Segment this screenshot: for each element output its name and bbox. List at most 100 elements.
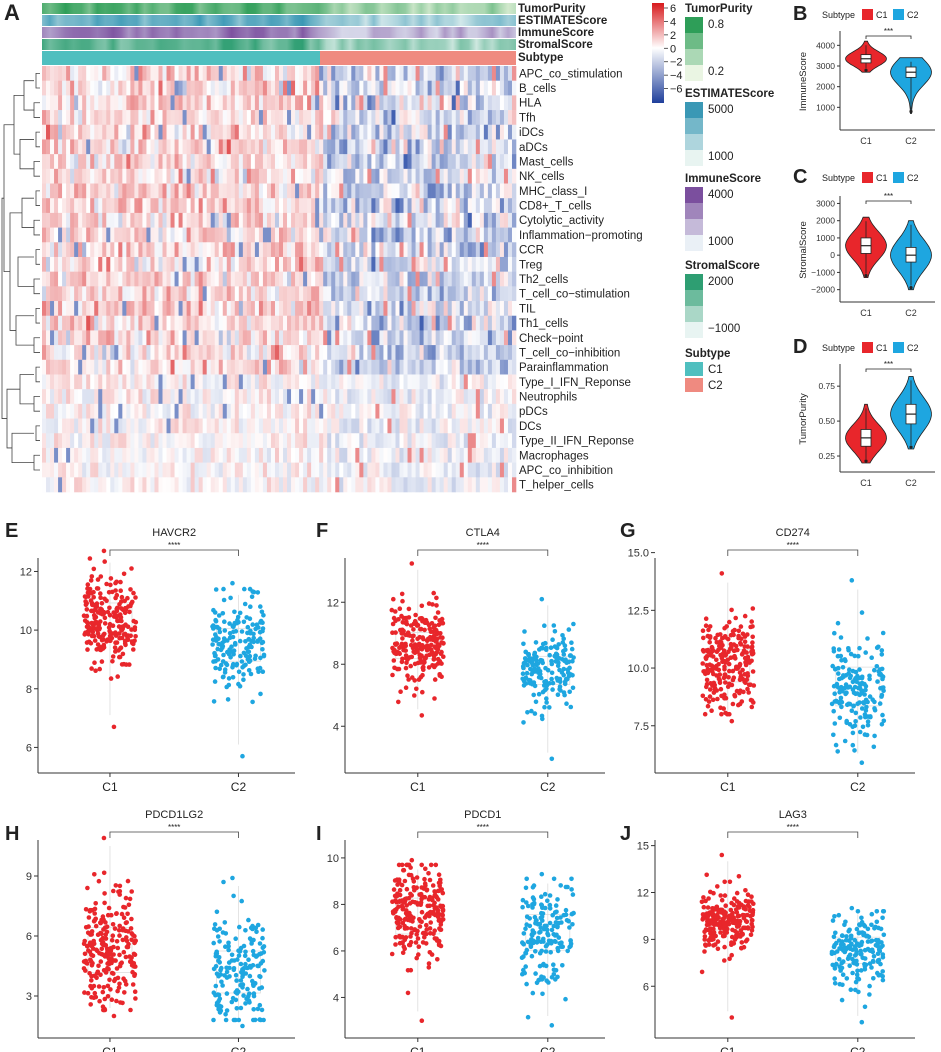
heatmap-cell: [142, 95, 147, 111]
heatmap-cell: [170, 301, 175, 317]
heatmap-cell: [291, 168, 296, 184]
heatmap-cell: [42, 242, 47, 258]
heatmap-cell: [78, 330, 83, 346]
heatmap-cell: [46, 286, 51, 302]
heatmap-cell: [459, 447, 465, 463]
heatmap-cell: [258, 183, 264, 199]
heatmap-cell: [230, 168, 236, 184]
heatmap-cell: [214, 271, 220, 287]
heatmap-cell: [242, 154, 248, 170]
heatmap-cell: [327, 286, 332, 302]
dendrogram-link: [11, 432, 34, 464]
heatmap-cell: [98, 154, 103, 170]
heatmap-cell: [134, 403, 139, 419]
heatmap-cell: [483, 359, 489, 375]
heatmap-cell: [138, 462, 143, 478]
heatmap-cell: [343, 80, 348, 96]
heatmap-cell: [339, 374, 344, 390]
heatmap-cell: [162, 154, 167, 170]
heatmap-cell: [266, 418, 272, 434]
heatmap-cell: [355, 345, 360, 361]
heatmap-cell: [307, 447, 312, 463]
row-label: CCR: [519, 245, 544, 257]
legend-label: C1: [876, 173, 888, 183]
heatmap-cell: [443, 389, 449, 405]
heatmap-cell: [70, 477, 75, 493]
heatmap-cell: [166, 315, 171, 331]
heatmap-cell: [90, 256, 95, 272]
data-point: [432, 696, 437, 701]
heatmap-cell: [70, 139, 75, 155]
heatmap-cell: [451, 433, 457, 449]
heatmap-cell: [311, 286, 316, 302]
row-label: Cytolytic_activity: [519, 215, 604, 227]
heatmap-cell: [491, 359, 497, 375]
heatmap-cell: [467, 447, 473, 463]
heatmap-cell: [395, 66, 400, 81]
heatmap-cell: [423, 110, 428, 126]
heatmap-cell: [387, 286, 392, 302]
heatmap-cell: [50, 433, 55, 449]
heatmap-cell: [443, 286, 449, 302]
heatmap-cell: [455, 418, 461, 434]
heatmap-cell: [46, 227, 51, 243]
data-point: [93, 605, 98, 611]
heatmap-cell: [323, 66, 328, 81]
heatmap-cell: [98, 389, 103, 405]
x-tick-label: C2: [905, 136, 917, 146]
heatmap-cell: [246, 168, 252, 184]
heatmap-cell: [511, 168, 517, 184]
data-point: [107, 633, 113, 639]
heatmap-cell: [134, 418, 139, 434]
subtype-annotation-c1: [42, 51, 320, 65]
heatmap-cell: [395, 183, 400, 199]
data-point: [113, 630, 118, 635]
data-point: [838, 695, 844, 701]
heatmap-cell: [491, 374, 497, 390]
heatmap-cell: [174, 80, 179, 96]
heatmap-cell: [202, 389, 207, 405]
heatmap-cell: [274, 330, 280, 346]
heatmap-cell: [499, 315, 505, 331]
data-point: [839, 675, 844, 681]
heatmap-cell: [126, 418, 131, 434]
heatmap-cell: [78, 418, 83, 434]
heatmap-cell: [146, 345, 151, 361]
heatmap-cell: [166, 183, 171, 199]
heatmap-cell: [363, 330, 368, 346]
heatmap-cell: [234, 80, 240, 96]
heatmap-cell: [106, 330, 111, 346]
data-point: [723, 653, 728, 658]
heatmap-cell: [423, 227, 428, 243]
heatmap-cell: [335, 403, 340, 419]
heatmap-cell: [343, 433, 348, 449]
heatmap-cell: [114, 301, 119, 317]
heatmap-cell: [363, 95, 368, 111]
heatmap-cell: [158, 256, 163, 272]
heatmap-cell: [299, 198, 304, 214]
heatmap-cell: [327, 66, 332, 81]
heatmap-cell: [146, 124, 151, 140]
data-point: [424, 638, 430, 644]
heatmap-cell: [399, 345, 404, 361]
heatmap-cell: [415, 359, 420, 375]
heatmap-cell: [238, 433, 244, 449]
heatmap-cell: [214, 315, 220, 331]
heatmap-cell: [503, 477, 509, 493]
heatmap-cell: [146, 154, 151, 170]
heatmap-cell: [383, 80, 388, 96]
heatmap-cell: [487, 345, 493, 361]
heatmap-cell: [242, 403, 248, 419]
data-point: [707, 687, 713, 692]
heatmap-cell: [379, 301, 384, 317]
heatmap-cell: [150, 95, 155, 111]
heatmap-cell: [327, 477, 332, 493]
heatmap-cell: [134, 374, 139, 390]
data-point: [101, 610, 107, 615]
heatmap-cell: [287, 418, 292, 434]
heatmap-cell: [234, 66, 240, 81]
heatmap-cell: [483, 139, 489, 155]
y-tick-label: 8: [26, 684, 32, 696]
data-point: [733, 648, 738, 653]
data-point: [743, 656, 748, 661]
